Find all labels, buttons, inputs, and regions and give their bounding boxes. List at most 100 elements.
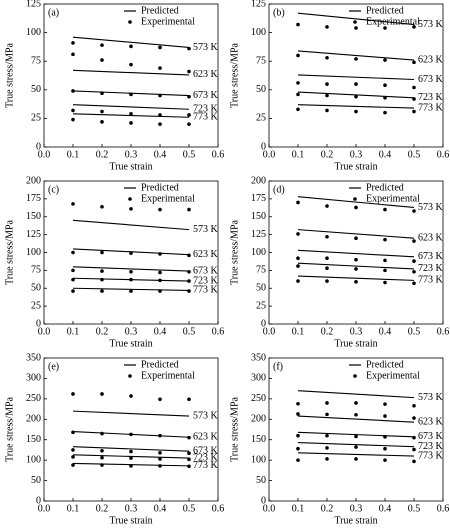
experimental-point bbox=[71, 108, 75, 113]
experimental-point bbox=[354, 401, 358, 405]
experimental-point bbox=[296, 401, 300, 406]
experimental-point bbox=[187, 397, 191, 402]
experimental-point bbox=[187, 94, 191, 99]
experimental-point bbox=[354, 26, 358, 30]
y-tick-label: 250 bbox=[251, 393, 266, 404]
experimental-point bbox=[296, 446, 300, 451]
experimental-point bbox=[129, 289, 133, 293]
y-axis-title: True stress/MPa bbox=[4, 396, 15, 461]
experimental-point bbox=[296, 279, 300, 283]
y-tick-label: 0 bbox=[261, 141, 266, 152]
experimental-point bbox=[158, 289, 162, 293]
experimental-point bbox=[129, 121, 133, 125]
x-tick-label: 0.1 bbox=[292, 326, 305, 337]
experimental-point bbox=[354, 434, 358, 439]
experimental-point bbox=[412, 109, 416, 114]
experimental-point bbox=[325, 457, 329, 461]
legend-label: Experimental bbox=[366, 16, 420, 27]
x-tick-label: 0.6 bbox=[437, 149, 450, 160]
experimental-point bbox=[129, 464, 133, 468]
series-label: 623 K bbox=[193, 249, 219, 260]
series-label: 673 K bbox=[418, 74, 444, 85]
legend-label: Experimental bbox=[141, 370, 195, 381]
experimental-point bbox=[71, 430, 75, 435]
experimental-point bbox=[158, 66, 162, 70]
x-tick-label: 0.3 bbox=[350, 149, 363, 160]
y-tick-label: 150 bbox=[251, 211, 266, 222]
experimental-point bbox=[412, 416, 416, 420]
experimental-point bbox=[71, 455, 75, 459]
experimental-point bbox=[187, 279, 191, 283]
series-label: 573 K bbox=[193, 224, 219, 235]
y-axis-title: True stress/MPa bbox=[229, 219, 240, 284]
x-tick-label: 0.6 bbox=[212, 149, 225, 160]
experimental-point bbox=[100, 431, 104, 436]
experimental-point bbox=[100, 463, 104, 467]
y-tick-label: 100 bbox=[26, 454, 41, 465]
experimental-point bbox=[129, 277, 133, 282]
experimental-point bbox=[187, 207, 191, 212]
legend-label: Experimental bbox=[141, 16, 195, 27]
y-tick-label: 125 bbox=[26, 0, 41, 9]
x-tick-label: 0.3 bbox=[125, 326, 138, 337]
x-tick-label: 0.0 bbox=[38, 503, 51, 514]
experimental-point bbox=[412, 60, 416, 65]
x-tick-label: 0.1 bbox=[292, 149, 305, 160]
series-label: 773 K bbox=[418, 275, 444, 286]
x-tick-label: 0.2 bbox=[96, 149, 109, 160]
series-label: 673 K bbox=[418, 251, 444, 262]
series-label: 673 K bbox=[193, 265, 219, 276]
experimental-point bbox=[383, 446, 387, 451]
experimental-point bbox=[187, 289, 191, 293]
series-label: 723 K bbox=[418, 92, 444, 103]
experimental-point bbox=[325, 446, 329, 450]
experimental-point bbox=[129, 92, 133, 97]
predicted-line bbox=[297, 262, 415, 270]
experimental-point bbox=[383, 207, 387, 212]
series-label: 573 K bbox=[418, 202, 444, 213]
experimental-point bbox=[412, 25, 416, 29]
series-label: 623 K bbox=[193, 432, 219, 443]
x-tick-label: 0.0 bbox=[263, 149, 276, 160]
experimental-point bbox=[71, 289, 75, 293]
x-tick-label: 0.2 bbox=[96, 326, 109, 337]
y-tick-label: 250 bbox=[26, 393, 41, 404]
legend-dot bbox=[128, 374, 132, 378]
predicted-line bbox=[72, 69, 190, 76]
experimental-point bbox=[296, 412, 300, 416]
experimental-point bbox=[158, 93, 162, 98]
experimental-point bbox=[354, 457, 358, 461]
y-tick-label: 300 bbox=[251, 373, 266, 384]
experimental-point bbox=[296, 232, 300, 236]
experimental-point bbox=[129, 432, 133, 437]
series-label: 723 K bbox=[193, 275, 219, 286]
experimental-point bbox=[129, 62, 133, 67]
experimental-point bbox=[383, 96, 387, 100]
experimental-point bbox=[354, 236, 358, 240]
experimental-point bbox=[383, 435, 387, 439]
y-axis-title: True stress/MPa bbox=[229, 396, 240, 461]
x-tick-label: 0.1 bbox=[292, 503, 305, 514]
experimental-point bbox=[383, 237, 387, 242]
experimental-point bbox=[158, 450, 162, 455]
experimental-point bbox=[100, 109, 104, 114]
panel-label: (e) bbox=[48, 361, 59, 372]
x-tick-label: 0.3 bbox=[125, 149, 138, 160]
series-label: 573 K bbox=[418, 392, 444, 403]
y-axis-title: True stress/MPa bbox=[229, 42, 240, 107]
legend-dot bbox=[353, 197, 357, 201]
experimental-point bbox=[354, 445, 358, 449]
experimental-point bbox=[129, 394, 133, 398]
experimental-point bbox=[412, 447, 416, 452]
y-tick-label: 125 bbox=[251, 229, 266, 240]
x-axis-title: True strain bbox=[334, 161, 377, 172]
y-tick-label: 25 bbox=[31, 300, 41, 311]
y-tick-label: 50 bbox=[256, 283, 266, 294]
experimental-point bbox=[158, 457, 162, 461]
experimental-point bbox=[100, 277, 104, 282]
panel-label: (f) bbox=[273, 361, 283, 372]
y-tick-label: 25 bbox=[256, 113, 266, 124]
experimental-point bbox=[100, 43, 104, 47]
x-tick-label: 0.5 bbox=[408, 149, 421, 160]
